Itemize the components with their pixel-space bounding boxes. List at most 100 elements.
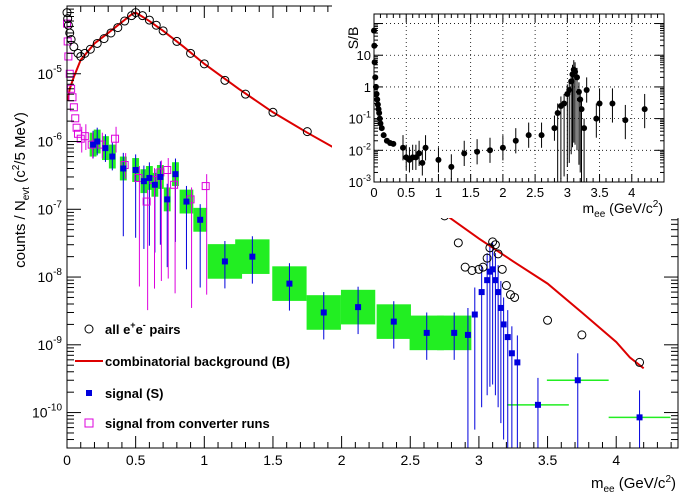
all-pairs-point xyxy=(63,14,73,24)
inset-data-points xyxy=(371,27,648,170)
signal-point xyxy=(355,304,362,311)
converter-point xyxy=(170,180,179,189)
y-tick-label: 10-8 xyxy=(38,267,63,285)
all-pairs-point xyxy=(106,28,116,38)
converter-point xyxy=(111,134,120,143)
inset-point xyxy=(376,110,383,117)
all-pairs-point xyxy=(220,75,230,85)
x-tick-label: 2.5 xyxy=(401,452,421,468)
all-pairs-point xyxy=(478,262,488,272)
y-tick-label: 10-5 xyxy=(38,64,63,82)
inset-point xyxy=(374,101,381,108)
signal-point xyxy=(109,153,116,160)
signal-point xyxy=(390,318,397,325)
converter-point xyxy=(64,52,73,61)
all-pairs-point xyxy=(186,48,196,58)
all-pairs-point xyxy=(138,11,148,21)
all-pairs-point xyxy=(488,237,498,247)
all-pairs-point xyxy=(99,34,109,44)
signal-point xyxy=(484,277,491,284)
inset-point xyxy=(419,159,426,166)
inset-y-tick-label: 10-3 xyxy=(349,173,371,190)
inset-point xyxy=(551,125,558,132)
converter-point xyxy=(201,182,210,191)
legend: all e+e- pairs combinatorial background … xyxy=(75,320,290,431)
inset-x-tick-label: 4 xyxy=(628,185,635,200)
x-tick-label: 2 xyxy=(338,452,346,468)
signal-point xyxy=(534,401,541,408)
inset-point xyxy=(422,144,429,151)
inset-point xyxy=(577,96,584,103)
all-pairs-point xyxy=(453,238,463,248)
inset-x-tick-label: 1.5 xyxy=(462,185,480,200)
converter-point xyxy=(97,140,106,149)
signal-point xyxy=(636,414,643,421)
inset-point xyxy=(538,132,545,139)
signal-point xyxy=(504,334,511,341)
all-pairs-point xyxy=(85,44,95,54)
inset-chart: 10-3 10-2 10-1 1 10 0 0.5 1 1.5 2 2.5 3 3.5 4 S/B me… xyxy=(332,0,680,220)
legend-entry-signal: signal (S) xyxy=(86,386,164,401)
all-pairs-point xyxy=(485,243,495,253)
signal-point xyxy=(94,138,101,145)
signal-point xyxy=(146,174,153,181)
converter-point xyxy=(134,173,143,182)
inset-point xyxy=(622,117,629,124)
signal-point xyxy=(102,145,109,152)
x-tick-label: 3.5 xyxy=(538,452,558,468)
signal-point xyxy=(320,309,327,316)
legend-entry-converter: signal from converter runs xyxy=(84,416,270,431)
inset-point xyxy=(609,100,616,107)
inset-axis-ticks xyxy=(373,13,665,183)
all-pairs-point xyxy=(577,330,587,340)
inset-x-tick-label: 0.5 xyxy=(397,185,415,200)
signal-point xyxy=(249,253,256,260)
converter-point xyxy=(68,93,77,102)
signal-point xyxy=(151,181,158,188)
converter-point xyxy=(71,114,80,123)
all-pairs-point xyxy=(120,16,130,26)
inset-point xyxy=(448,163,455,170)
all-pairs-point xyxy=(69,42,79,52)
converter-point xyxy=(76,134,85,143)
y-tick-label: 10-7 xyxy=(38,199,63,217)
signal-point xyxy=(132,166,139,173)
converter-point xyxy=(72,123,81,132)
y-tick-label: 10-6 xyxy=(38,132,63,150)
inset-point xyxy=(566,86,573,93)
signal-point xyxy=(140,178,147,185)
legend-marker-open-square xyxy=(84,418,94,428)
all-pairs-point xyxy=(199,59,209,69)
inset-point xyxy=(400,144,406,151)
inset-x-tick-label: 1 xyxy=(435,185,442,200)
signal-point xyxy=(286,280,293,287)
legend-entry-all-pairs: all e+e- pairs xyxy=(84,320,180,337)
signal-point xyxy=(172,171,179,178)
x-tick-label: 1 xyxy=(200,452,208,468)
inset-x-tick-label: 2 xyxy=(499,185,506,200)
inset-y-tick-label: 10-2 xyxy=(349,141,371,158)
signal-point xyxy=(508,350,515,357)
signal-point xyxy=(574,377,581,384)
signal-point xyxy=(492,277,499,284)
inset-point xyxy=(593,115,600,122)
inset-point xyxy=(378,125,385,132)
all-pairs-point xyxy=(151,20,161,30)
inset-point xyxy=(574,74,580,81)
inset-point xyxy=(390,140,397,147)
inset-point xyxy=(641,106,648,113)
x-tick-label: 4 xyxy=(612,452,620,468)
inset-point xyxy=(572,68,579,75)
inset-point xyxy=(554,110,561,117)
inset-point xyxy=(561,100,568,107)
legend-entry-background: combinatorial background (B) xyxy=(75,354,290,369)
signal-point xyxy=(157,173,164,180)
signal-point xyxy=(478,289,485,296)
signal-point xyxy=(120,165,127,172)
all-pairs-point xyxy=(144,15,154,25)
all-pairs-point xyxy=(467,265,477,275)
y-tick-label: 10-9 xyxy=(38,335,63,353)
inset-point xyxy=(575,88,582,95)
signal-point xyxy=(464,331,471,338)
